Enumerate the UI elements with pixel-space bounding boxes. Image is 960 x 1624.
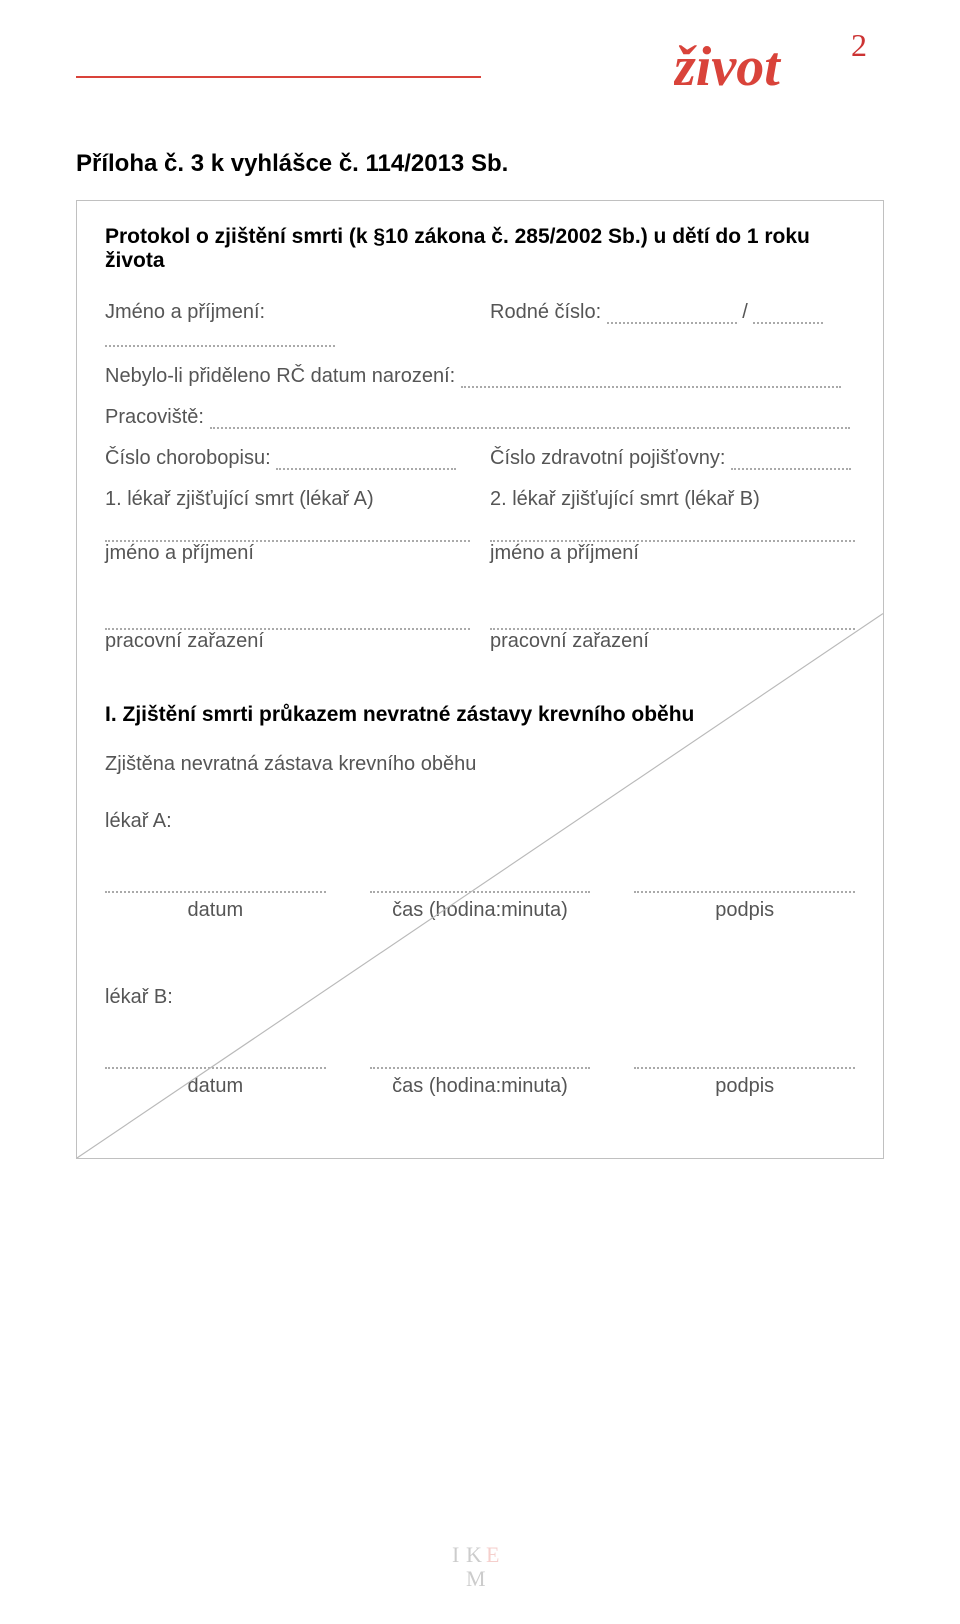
svg-text:I: I [452, 1542, 459, 1567]
rc-sep: / [742, 301, 748, 323]
insurer-no-field: Číslo zdravotní pojišťovny: [490, 447, 855, 470]
doctor-a-job-dots [105, 608, 470, 630]
insurer-no-dots [731, 448, 851, 470]
no-rc-dots [461, 366, 841, 388]
doctor-a-name-caption: jméno a příjmení [105, 542, 470, 565]
doctor-a-job-caption: pracovní zařazení [105, 630, 470, 653]
protocol-box: Protokol o zjištění smrti (k §10 zákona … [76, 200, 884, 1159]
a-podpis-caption: podpis [634, 899, 855, 922]
b-podpis-caption: podpis [634, 1075, 855, 1098]
rc-dots-b [753, 302, 823, 324]
zivot2-logo: život 2 [674, 30, 884, 100]
header-rule [76, 76, 481, 78]
a-podpis-dots [634, 873, 855, 893]
doctor-a-sig-block: lékař A: datum čas (hodina:minuta) podpi… [105, 810, 855, 922]
doctor-b-label: lékař B: [105, 986, 855, 1009]
insurer-no-label: Číslo zdravotní pojišťovny: [490, 447, 725, 469]
svg-text:E: E [486, 1542, 499, 1567]
b-cas-caption: čas (hodina:minuta) [370, 1075, 591, 1098]
name-dots [105, 325, 335, 347]
workplace-field: Pracoviště: [105, 406, 855, 429]
rc-dots-a [607, 302, 737, 324]
svg-text:M: M [466, 1566, 486, 1591]
b-podpis-dots [634, 1049, 855, 1069]
ikem-logo: I K E M [448, 1538, 512, 1592]
rc-label: Rodné číslo: [490, 301, 601, 323]
name-field: Jméno a příjmení: [105, 301, 470, 347]
svg-text:K: K [466, 1542, 482, 1567]
doctor-b-name-dots [490, 520, 855, 542]
doctor-a-label: lékař A: [105, 810, 855, 833]
b-datum-dots [105, 1049, 326, 1069]
section-i-title: I. Zjištění smrti průkazem nevratné zást… [105, 703, 855, 727]
doctor-b-sig-block: lékař B: datum čas (hodina:minuta) podpi… [105, 986, 855, 1098]
doctor-b-header: 2. lékař zjišťující smrt (lékař B) [490, 488, 855, 511]
doctor-b-name-caption: jméno a příjmení [490, 542, 855, 565]
no-rc-label: Nebylo-li přiděleno RČ datum narození: [105, 365, 455, 387]
rc-field: Rodné číslo: / [490, 301, 855, 347]
chart-no-dots [276, 448, 456, 470]
workplace-label: Pracoviště: [105, 406, 204, 428]
chart-no-label: Číslo chorobopisu: [105, 447, 271, 469]
a-datum-caption: datum [105, 899, 326, 922]
no-rc-field: Nebylo-li přiděleno RČ datum narození: [105, 365, 855, 388]
chart-no-field: Číslo chorobopisu: [105, 447, 470, 470]
a-datum-dots [105, 873, 326, 893]
svg-text:život: život [674, 36, 781, 98]
doctor-b-job-caption: pracovní zařazení [490, 630, 855, 653]
b-cas-dots [370, 1049, 591, 1069]
page-title: Příloha č. 3 k vyhlášce č. 114/2013 Sb. [76, 150, 884, 178]
name-label: Jméno a příjmení: [105, 301, 265, 323]
a-cas-caption: čas (hodina:minuta) [370, 899, 591, 922]
doctor-a-header: 1. lékař zjišťující smrt (lékař A) [105, 488, 470, 511]
logo-exponent: 2 [851, 30, 867, 63]
doctor-b-job-dots [490, 608, 855, 630]
box-heading: Protokol o zjištění smrti (k §10 zákona … [105, 225, 855, 273]
doctor-a-name-dots [105, 520, 470, 542]
section-i-sub: Zjištěna nevratná zástava krevního oběhu [105, 753, 855, 776]
workplace-dots [210, 407, 850, 429]
a-cas-dots [370, 873, 591, 893]
b-datum-caption: datum [105, 1075, 326, 1098]
